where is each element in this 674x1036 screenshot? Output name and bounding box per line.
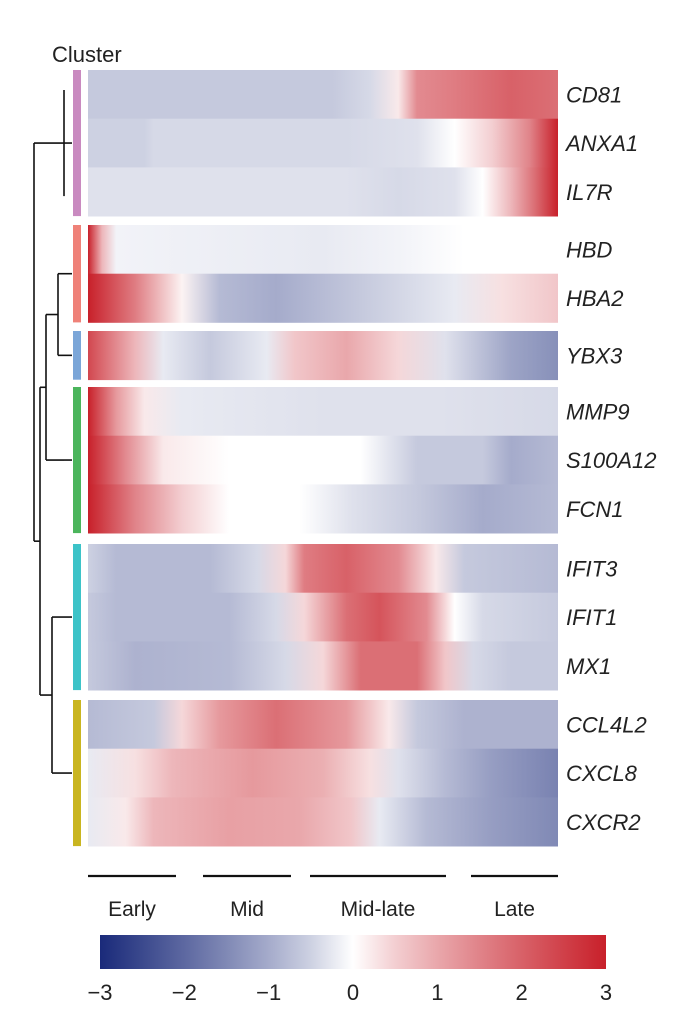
heatmap-row xyxy=(88,544,558,594)
gene-label: CD81 xyxy=(566,82,622,107)
gene-label: IFIT1 xyxy=(566,605,617,630)
gene-label: IFIT3 xyxy=(566,556,618,581)
heatmap-row xyxy=(88,700,558,750)
gene-label: CCL4L2 xyxy=(566,712,647,737)
heatmap-row xyxy=(88,273,558,323)
heatmap-row xyxy=(88,435,558,485)
heatmap-row xyxy=(88,118,558,168)
heatmap-row xyxy=(88,484,558,534)
heatmap-row xyxy=(88,331,558,381)
gene-label: MMP9 xyxy=(566,399,630,424)
gene-label: CXCL8 xyxy=(566,761,638,786)
gene-labels: CD81 ANXA1 IL7R HBD HBA2 YBX3 MMP9 S100A12 FCN1 I… xyxy=(564,82,657,834)
heatmap-row xyxy=(88,167,558,217)
cluster-bar xyxy=(73,387,81,534)
cluster-bar xyxy=(73,544,81,691)
heatmap-row xyxy=(88,225,558,275)
gene-label: ANXA1 xyxy=(564,131,638,156)
stage-label: Mid xyxy=(230,898,264,921)
cluster-bar xyxy=(73,331,81,380)
colorbar-gradient xyxy=(100,935,606,969)
colorbar-tick-label: 3 xyxy=(600,980,612,1005)
gene-label: CXCR2 xyxy=(566,810,641,835)
heatmap-row xyxy=(88,797,558,847)
gene-label: HBD xyxy=(566,237,613,262)
heatmap-row xyxy=(88,387,558,437)
colorbar-tick-label: 2 xyxy=(516,980,528,1005)
colorbar-tick-label: −2 xyxy=(172,980,197,1005)
gene-label: HBA2 xyxy=(566,286,623,311)
colorbar-tick-label: −3 xyxy=(87,980,112,1005)
heatmap-row xyxy=(88,70,558,120)
gene-label: YBX3 xyxy=(566,343,623,368)
gene-label: MX1 xyxy=(566,654,611,679)
heatmap-row xyxy=(88,748,558,798)
gene-label: FCN1 xyxy=(566,497,623,522)
gene-label: S100A12 xyxy=(566,448,657,473)
cluster-header: Cluster xyxy=(52,42,122,67)
stage-label: Mid-late xyxy=(341,898,416,921)
stage-label: Late xyxy=(494,898,535,921)
cluster-bar xyxy=(73,700,81,847)
heatmap-row xyxy=(88,592,558,642)
colorbar-tick-label: 1 xyxy=(431,980,443,1005)
colorbar-tick-label: 0 xyxy=(347,980,359,1005)
colorbar-tick-label: −1 xyxy=(256,980,281,1005)
heatmap-rows xyxy=(88,70,558,847)
heatmap-row xyxy=(88,641,558,691)
dendrogram xyxy=(33,90,72,774)
stage-axis: Early Mid Mid-late Late xyxy=(88,874,558,921)
cluster-bars xyxy=(73,70,81,847)
colorbar: −3 −2 −1 0 1 2 3 xyxy=(87,935,612,1005)
cluster-bar xyxy=(73,225,81,323)
gene-label: IL7R xyxy=(566,180,613,205)
stage-label: Early xyxy=(108,898,156,921)
cluster-bar xyxy=(73,70,81,217)
